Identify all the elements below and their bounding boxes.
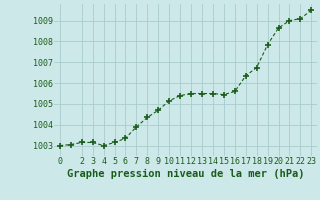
X-axis label: Graphe pression niveau de la mer (hPa): Graphe pression niveau de la mer (hPa) bbox=[67, 169, 304, 179]
